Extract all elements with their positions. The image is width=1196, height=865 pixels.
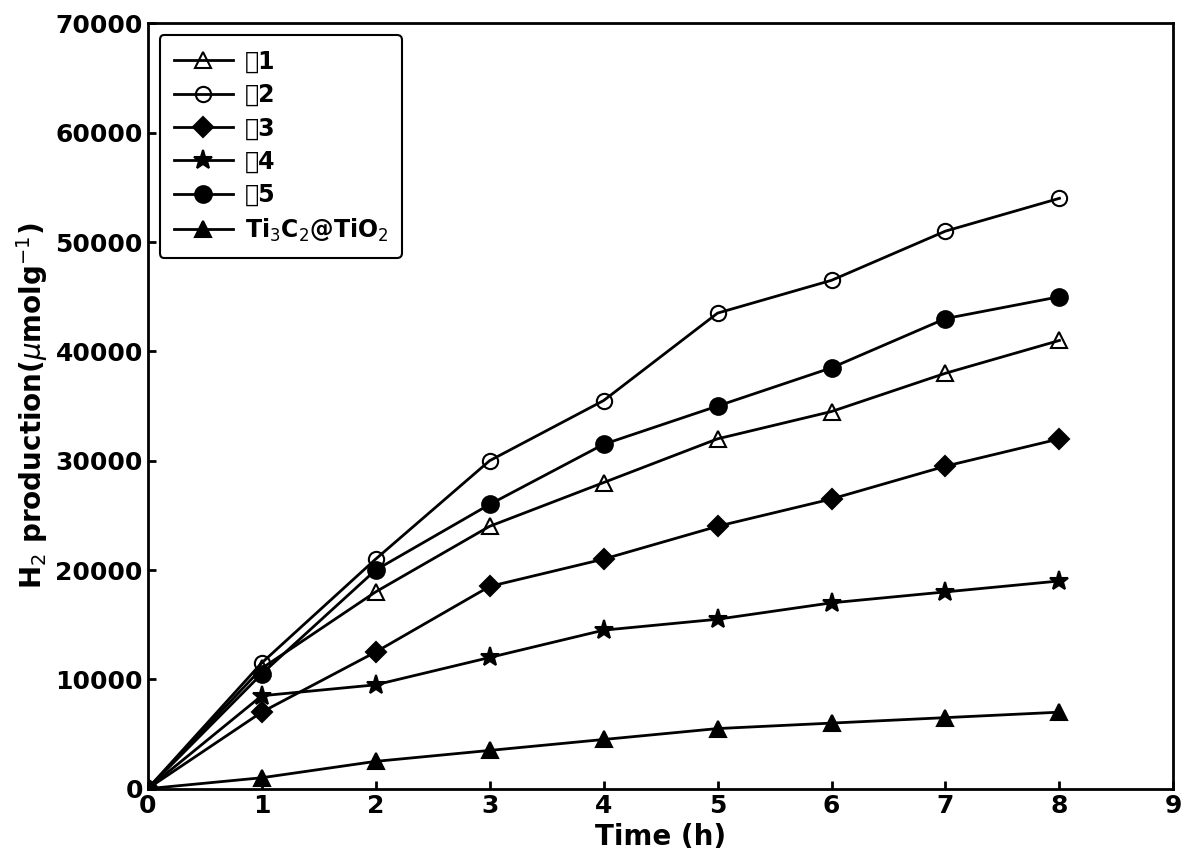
例5 xyxy=(824,362,838,373)
例3 xyxy=(597,554,611,564)
例5 xyxy=(597,439,611,450)
例2 xyxy=(939,226,953,236)
例2 xyxy=(482,456,496,466)
例3 xyxy=(824,494,838,504)
例4 xyxy=(1052,576,1067,586)
例5 xyxy=(710,400,725,411)
X-axis label: Time (h): Time (h) xyxy=(594,823,726,851)
例4 xyxy=(368,680,383,690)
例1 xyxy=(482,521,496,531)
例3 xyxy=(140,784,154,794)
例2 xyxy=(597,395,611,406)
例4 xyxy=(710,614,725,625)
Ti$_3$C$_2$@TiO$_2$ xyxy=(710,723,725,734)
例4 xyxy=(482,652,496,663)
例1 xyxy=(939,368,953,378)
Ti$_3$C$_2$@TiO$_2$ xyxy=(482,746,496,756)
Ti$_3$C$_2$@TiO$_2$ xyxy=(824,718,838,728)
Line: 例3: 例3 xyxy=(141,432,1067,796)
例3 xyxy=(368,647,383,657)
Line: Ti$_3$C$_2$@TiO$_2$: Ti$_3$C$_2$@TiO$_2$ xyxy=(140,704,1067,797)
例1 xyxy=(255,663,269,674)
例1 xyxy=(140,784,154,794)
例5 xyxy=(140,784,154,794)
Line: 例1: 例1 xyxy=(140,333,1067,797)
例1 xyxy=(710,433,725,444)
例5 xyxy=(1052,292,1067,302)
Ti$_3$C$_2$@TiO$_2$ xyxy=(368,756,383,766)
Line: 例4: 例4 xyxy=(138,571,1069,798)
例3 xyxy=(710,521,725,531)
例3 xyxy=(255,707,269,717)
Line: 例5: 例5 xyxy=(140,288,1068,797)
例4 xyxy=(140,784,154,794)
例4 xyxy=(597,625,611,636)
Ti$_3$C$_2$@TiO$_2$ xyxy=(255,772,269,783)
例5 xyxy=(482,499,496,509)
例3 xyxy=(1052,433,1067,444)
例2 xyxy=(1052,193,1067,203)
例3 xyxy=(939,461,953,471)
例2 xyxy=(255,657,269,668)
例1 xyxy=(597,477,611,488)
例4 xyxy=(255,690,269,701)
Ti$_3$C$_2$@TiO$_2$ xyxy=(1052,707,1067,717)
Y-axis label: H$_2$ production($\mu$molg$^{-1}$): H$_2$ production($\mu$molg$^{-1}$) xyxy=(14,223,50,589)
例1 xyxy=(1052,336,1067,346)
例3 xyxy=(482,581,496,592)
例4 xyxy=(939,586,953,597)
例5 xyxy=(939,313,953,324)
例5 xyxy=(255,669,269,679)
Legend: 例1, 例2, 例3, 例4, 例5, Ti$_3$C$_2$@TiO$_2$: 例1, 例2, 例3, 例4, 例5, Ti$_3$C$_2$@TiO$_2$ xyxy=(159,35,402,258)
例2 xyxy=(710,308,725,318)
例5 xyxy=(368,565,383,575)
例1 xyxy=(824,407,838,417)
例2 xyxy=(368,554,383,564)
Line: 例2: 例2 xyxy=(140,190,1067,797)
例2 xyxy=(824,275,838,285)
Ti$_3$C$_2$@TiO$_2$ xyxy=(140,784,154,794)
例2 xyxy=(140,784,154,794)
例1 xyxy=(368,586,383,597)
Ti$_3$C$_2$@TiO$_2$ xyxy=(939,713,953,723)
例4 xyxy=(824,598,838,608)
Ti$_3$C$_2$@TiO$_2$ xyxy=(597,734,611,745)
